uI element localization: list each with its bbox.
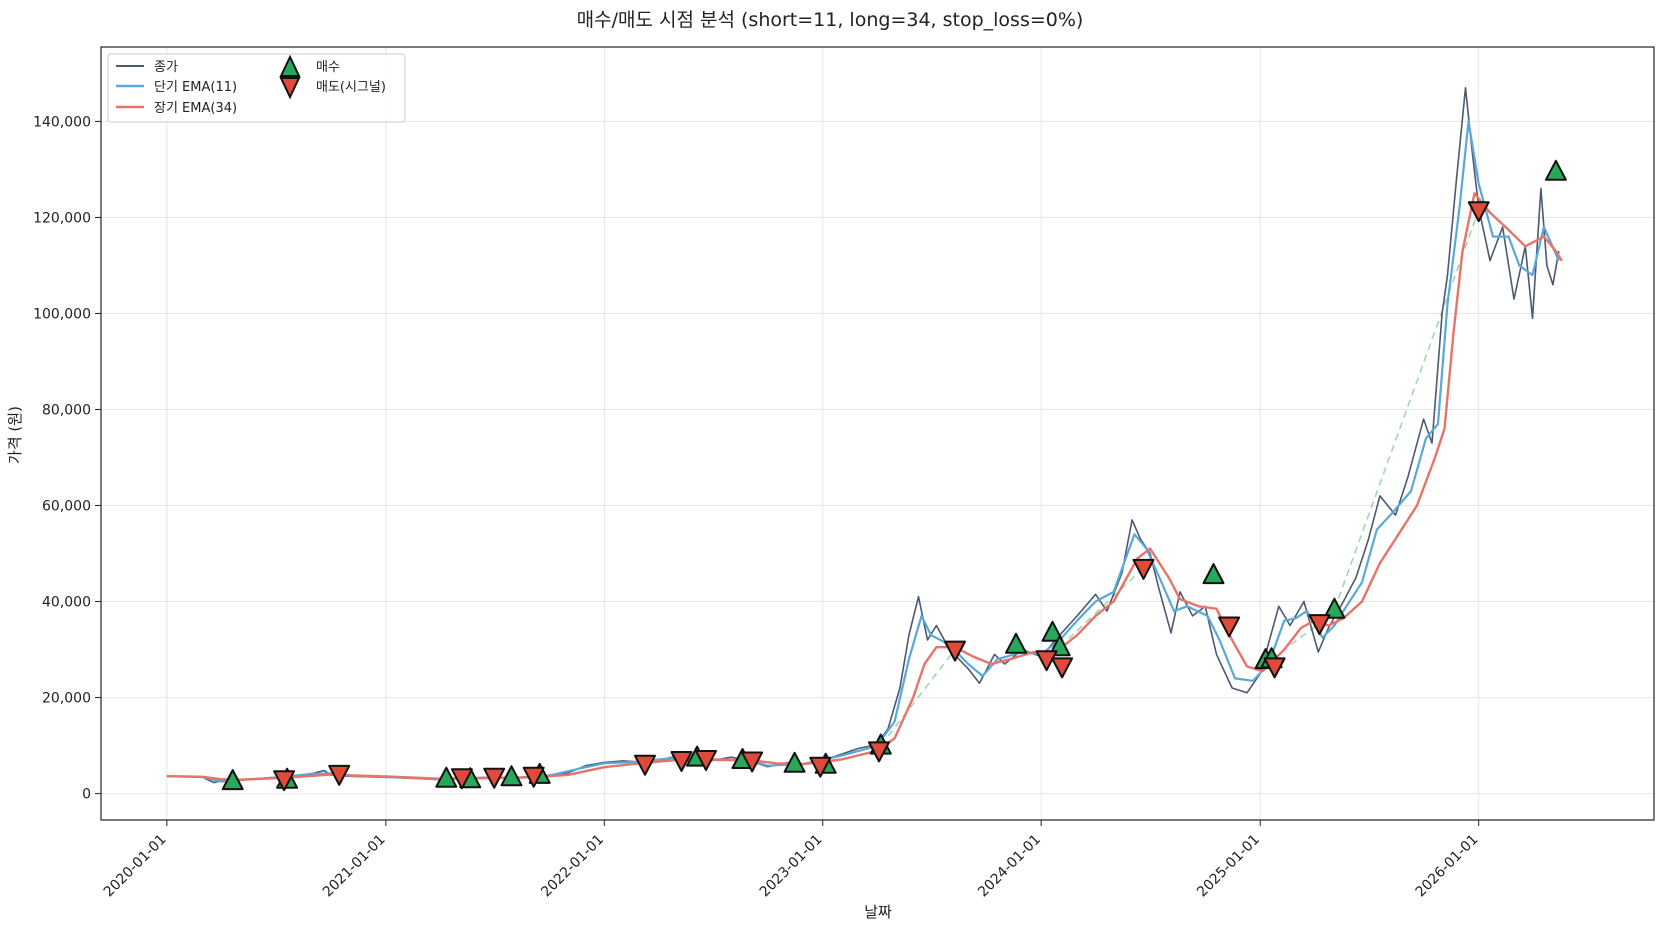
- grid: [101, 47, 1654, 820]
- y-tick-label: 40,000: [42, 595, 91, 611]
- y-tick-label: 80,000: [42, 402, 91, 418]
- sell-marker: [1132, 558, 1155, 580]
- series-lines: [166, 87, 1563, 784]
- buy-marker: [435, 766, 458, 788]
- series-line-ema_short: [166, 120, 1560, 783]
- sell-marker: [450, 768, 473, 790]
- y-tick-label: 60,000: [42, 499, 91, 515]
- sell-marker: [328, 764, 351, 786]
- buy-marker: [1544, 159, 1567, 181]
- plot-frame: [100, 46, 1655, 821]
- sell-marker: [695, 750, 717, 771]
- sell-marker: [809, 756, 832, 778]
- trade-connector-line: [1059, 567, 1145, 648]
- trade-connector-line: [880, 649, 956, 747]
- sell-marker: [944, 640, 966, 662]
- sell-marker: [1263, 657, 1286, 679]
- x-tick-label: 2024-01-01: [975, 832, 1044, 901]
- chart-title: 매수/매도 시점 분석 (short=11, long=34, stop_los…: [577, 9, 1084, 31]
- buy-marker: [1202, 563, 1225, 585]
- buy-marker: [500, 765, 523, 787]
- series-line-close: [166, 87, 1560, 784]
- trade-markers: [221, 159, 1567, 792]
- sell-marker: [670, 751, 693, 772]
- sell-marker: [1467, 201, 1490, 223]
- sell-marker: [522, 766, 545, 788]
- x-tick-label: 2025-01-01: [1194, 832, 1263, 901]
- legend-ema-long-label: 장기 EMA(34): [154, 101, 237, 116]
- series-line-ema_long: [166, 192, 1563, 781]
- sell-marker: [483, 767, 506, 789]
- x-tick-label: 2023-01-01: [757, 832, 826, 901]
- x-tick-label: 2020-01-01: [101, 832, 170, 901]
- sell-marker: [1218, 616, 1241, 638]
- legend-close-label: 종가: [154, 60, 178, 75]
- buy-marker: [221, 769, 244, 791]
- buy-marker: [1005, 632, 1027, 654]
- y-axis-label: 가격 (원): [6, 406, 24, 464]
- sell-marker: [1308, 614, 1331, 636]
- legend-sell-swatch: [279, 77, 301, 100]
- sell-marker: [1035, 650, 1058, 672]
- x-tick-label: 2021-01-01: [320, 832, 389, 901]
- y-tick-label: 120,000: [33, 210, 91, 226]
- sell-marker: [1051, 657, 1074, 679]
- legend-buy-label: 매수: [316, 60, 340, 75]
- trade-connector-line: [1333, 209, 1480, 610]
- y-tick-label: 140,000: [33, 114, 91, 130]
- legend-sell-label: 매도(시그널): [316, 80, 386, 95]
- legend-ema-short-label: 단기 EMA(11): [154, 80, 237, 95]
- buy-marker: [1323, 597, 1346, 619]
- y-axis: 0 20,000 40,000 60,000 80,000 100,000 120,000 1…: [33, 114, 101, 803]
- legend-buy-swatch: [279, 54, 301, 77]
- sell-marker: [634, 754, 656, 776]
- y-tick-label: 20,000: [42, 691, 91, 707]
- buy-marker: [783, 751, 806, 773]
- y-tick-label: 100,000: [33, 306, 91, 322]
- x-tick-label: 2022-01-01: [538, 832, 607, 901]
- buy-marker: [1041, 620, 1064, 642]
- sell-marker: [273, 770, 296, 792]
- legend-box: [107, 53, 406, 123]
- x-axis-label: 날짜: [864, 903, 892, 921]
- sell-marker: [868, 741, 890, 763]
- x-axis: 2020-01-01 2021-01-01 2022-01-01 2023-01-01…: [101, 820, 1482, 901]
- x-tick-label: 2026-01-01: [1413, 832, 1482, 901]
- sell-marker: [741, 751, 764, 773]
- y-tick-label: 0: [82, 787, 91, 803]
- legend: 종가 단기 EMA(11) 장기 EMA(34) 매수 매도(시그널): [107, 53, 406, 123]
